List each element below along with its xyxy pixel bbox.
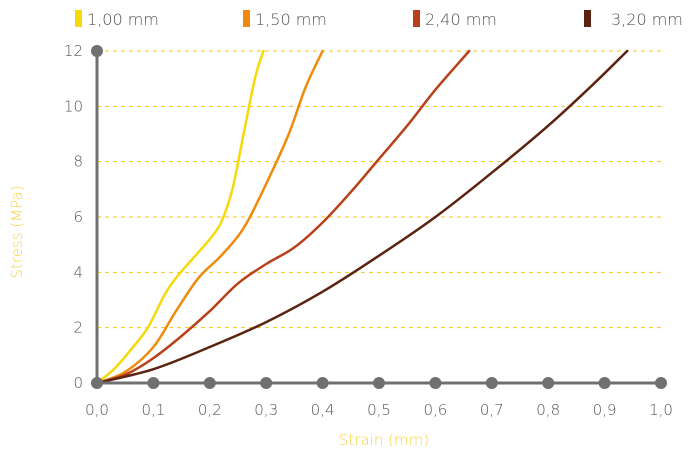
x-axis-marker xyxy=(598,377,611,389)
y-tick-label: 8 xyxy=(73,153,83,171)
x-tick-label: 0,2 xyxy=(198,401,222,419)
x-tick-label: 0,0 xyxy=(85,401,109,419)
legend-label: 2,40 mm xyxy=(425,10,497,29)
legend-swatch xyxy=(413,10,420,27)
x-axis-marker xyxy=(655,377,667,389)
x-axis-marker xyxy=(429,377,442,389)
x-tick-label: 0,6 xyxy=(423,401,447,419)
x-tick-label: 0,4 xyxy=(311,401,335,419)
legend-label: 1,00 mm xyxy=(87,10,159,29)
x-axis-marker xyxy=(316,377,329,389)
axes xyxy=(91,45,667,389)
x-tick-label: 0,1 xyxy=(141,401,165,419)
x-tick-label: 0,9 xyxy=(593,401,617,419)
x-axis-marker xyxy=(485,377,498,389)
y-tick-label: 6 xyxy=(73,208,83,226)
y-axis-marker xyxy=(91,45,103,57)
y-tick-label: 0 xyxy=(73,374,83,392)
legend-swatch xyxy=(243,10,250,27)
y-tick-label: 10 xyxy=(64,97,83,115)
x-tick-label: 0,3 xyxy=(254,401,278,419)
y-tick-label: 4 xyxy=(73,263,83,281)
series-line-1 xyxy=(95,49,265,385)
legend-swatch xyxy=(75,10,82,27)
series-line-4 xyxy=(95,49,629,385)
series-lines xyxy=(95,49,629,385)
x-axis-marker xyxy=(203,377,216,389)
x-tick-label: 0,5 xyxy=(367,401,391,419)
grid xyxy=(97,50,661,329)
series-line-3 xyxy=(95,49,471,385)
x-tick-label: 0,8 xyxy=(536,401,560,419)
x-axis-marker xyxy=(147,377,160,389)
x-axis-marker xyxy=(542,377,555,389)
tick-labels: 0,0 0,1 0,2 0,3 0,4 0,5 0,6 0,7 0,8 0,9 1,0 0 2 4 6 8 10… xyxy=(64,42,673,419)
x-axis-title: Strain (mm) xyxy=(339,431,429,449)
x-axis-marker xyxy=(373,377,385,389)
x-axis-marker xyxy=(260,377,273,389)
series-line-2 xyxy=(95,49,324,385)
x-tick-label: 0,7 xyxy=(480,401,504,419)
legend-swatch xyxy=(584,10,591,27)
legend-label: 3,20 mm xyxy=(611,10,683,29)
y-tick-label: 2 xyxy=(73,319,83,337)
y-axis-title: Stress (MPa) xyxy=(8,185,26,278)
x-tick-label: 1,0 xyxy=(649,401,673,419)
y-tick-label: 12 xyxy=(64,42,83,60)
legend: 1,00 mm 1,50 mm 2,40 mm 3,20 mm xyxy=(75,10,683,29)
x-axis-marker xyxy=(91,377,103,389)
legend-label: 1,50 mm xyxy=(255,10,327,29)
